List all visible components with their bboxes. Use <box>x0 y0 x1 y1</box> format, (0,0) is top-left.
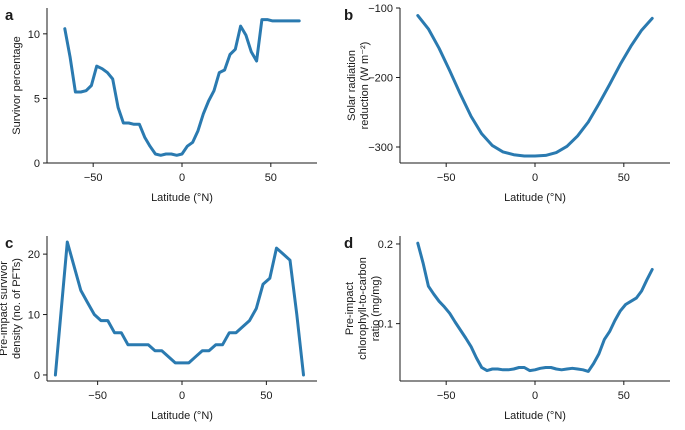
y-axis-label-line: Pre-impact <box>344 282 356 335</box>
y-tick-label: 10 <box>28 29 40 41</box>
y-tick-label: 5 <box>34 93 40 105</box>
y-tick-label: 10 <box>28 310 40 322</box>
panel-letter-b: b <box>344 7 353 24</box>
y-tick-label: −300 <box>368 142 393 154</box>
x-axis-label: Latitude (°N) <box>504 192 566 204</box>
y-axis-label-line: reduction (W m⁻²) <box>359 42 371 130</box>
panel-d: d −50 0 50 0.1 0.2 Latitude (°N) Pre-impactchlo… <box>344 235 670 422</box>
x-tick-label: −50 <box>84 172 103 184</box>
x-tick-label: 0 <box>532 390 538 402</box>
y-axis-label: Survivor percentage <box>11 36 23 134</box>
panel-a: a −50 0 50 0 5 10 Latitude (°N) Survivor percent… <box>5 7 317 204</box>
x-tick-label: −50 <box>437 172 456 184</box>
y-axis-label-line: Solar radiation <box>346 50 358 121</box>
panel-b: b −50 0 50 −300 −200 −100 Latitude (°N) Solar ra… <box>344 3 670 204</box>
x-tick-label: −50 <box>88 390 107 402</box>
series-line-d <box>416 241 654 373</box>
y-tick-label: −100 <box>368 3 393 15</box>
y-tick-label: 20 <box>28 249 40 261</box>
y-tick-label: 0 <box>34 370 40 382</box>
series-line-a <box>63 18 301 157</box>
x-axis-label: Latitude (°N) <box>151 192 213 204</box>
y-axis-label-line: Pre-impact survivor <box>0 261 10 356</box>
x-tick-label: 50 <box>618 172 630 184</box>
panel-letter-d: d <box>344 235 353 252</box>
y-tick-label: 0 <box>34 158 40 170</box>
panel-letter-a: a <box>5 7 14 24</box>
x-tick-label: −50 <box>437 390 456 402</box>
y-axis-label-line: Survivor percentage <box>11 36 23 134</box>
series-line-b <box>416 14 654 158</box>
y-tick-label: 0.1 <box>378 319 393 331</box>
panel-letter-c: c <box>5 235 13 252</box>
x-tick-label: 50 <box>618 390 630 402</box>
x-tick-label: 50 <box>265 172 277 184</box>
y-axis-label: Pre-impactchlorophyll-to-carbonratio (mg… <box>344 257 382 360</box>
x-tick-label: 50 <box>260 390 272 402</box>
x-tick-label: 0 <box>179 390 185 402</box>
y-axis-label-line: ratio (mg/mg) <box>370 276 382 341</box>
x-tick-label: 0 <box>532 172 538 184</box>
x-axis-label: Latitude (°N) <box>504 410 566 422</box>
x-axis-label: Latitude (°N) <box>151 410 213 422</box>
series-line-c <box>53 240 305 377</box>
y-axis-label: Solar radiationreduction (W m⁻²) <box>346 42 371 130</box>
panel-c: c −50 0 50 0 10 20 Latitude (°N) Pre-impact surv… <box>0 235 317 422</box>
y-tick-label: −200 <box>368 73 393 85</box>
y-axis-label-line: density (no. of PFTs) <box>11 258 23 359</box>
y-tick-label: 0.2 <box>378 239 393 251</box>
y-axis-label: Pre-impact survivordensity (no. of PFTs) <box>0 258 23 359</box>
x-tick-label: 0 <box>179 172 185 184</box>
y-axis-label-line: chlorophyll-to-carbon <box>357 257 369 360</box>
